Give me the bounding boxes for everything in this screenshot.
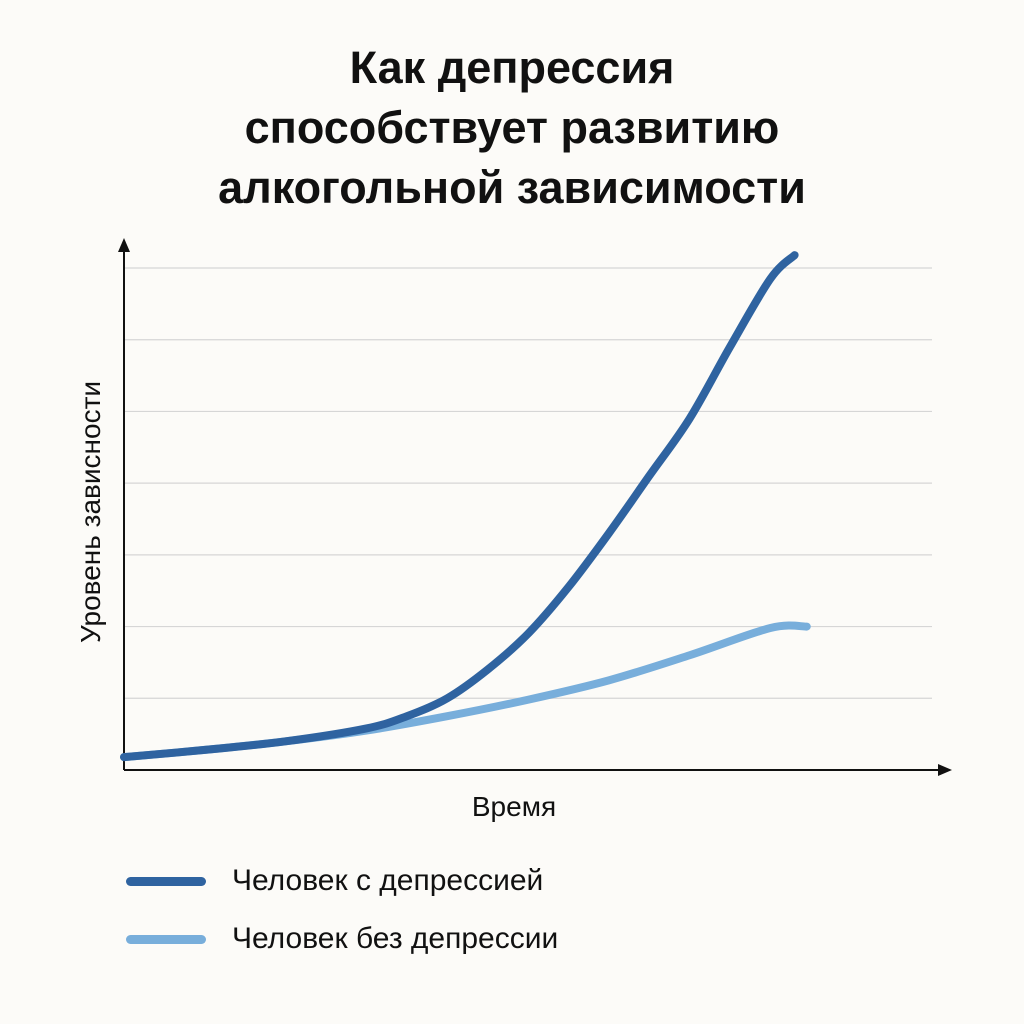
grid-lines [124,267,932,699]
axes [118,238,952,776]
x-axis-label: Время [472,791,556,822]
legend-swatch-depression [126,876,206,886]
series-line-with-depression [120,251,799,762]
legend-item-depression: Человек с депрессией [126,852,558,910]
y-axis-arrow [118,238,130,252]
chart-title: Как депрессия способствует развитию алко… [0,38,1024,218]
legend-label-depression: Человек с депрессией [232,864,544,897]
legend-label-no-depression: Человек без депрессии [232,922,559,955]
chart-title-line-1: Как депрессия [349,42,675,93]
y-axis-label: Уровень зависности [75,381,106,643]
x-axis-arrow [938,764,952,776]
chart-title-line-3: алкогольной зависимости [218,162,806,213]
legend-item-no-depression: Человек без депрессии [126,910,558,968]
series-layer [120,251,811,762]
legend-swatch-no-depression [126,934,206,944]
legend: Человек с депрессией Человек без депресс… [126,852,558,968]
chart-title-line-2: способствует развитию [244,102,780,153]
